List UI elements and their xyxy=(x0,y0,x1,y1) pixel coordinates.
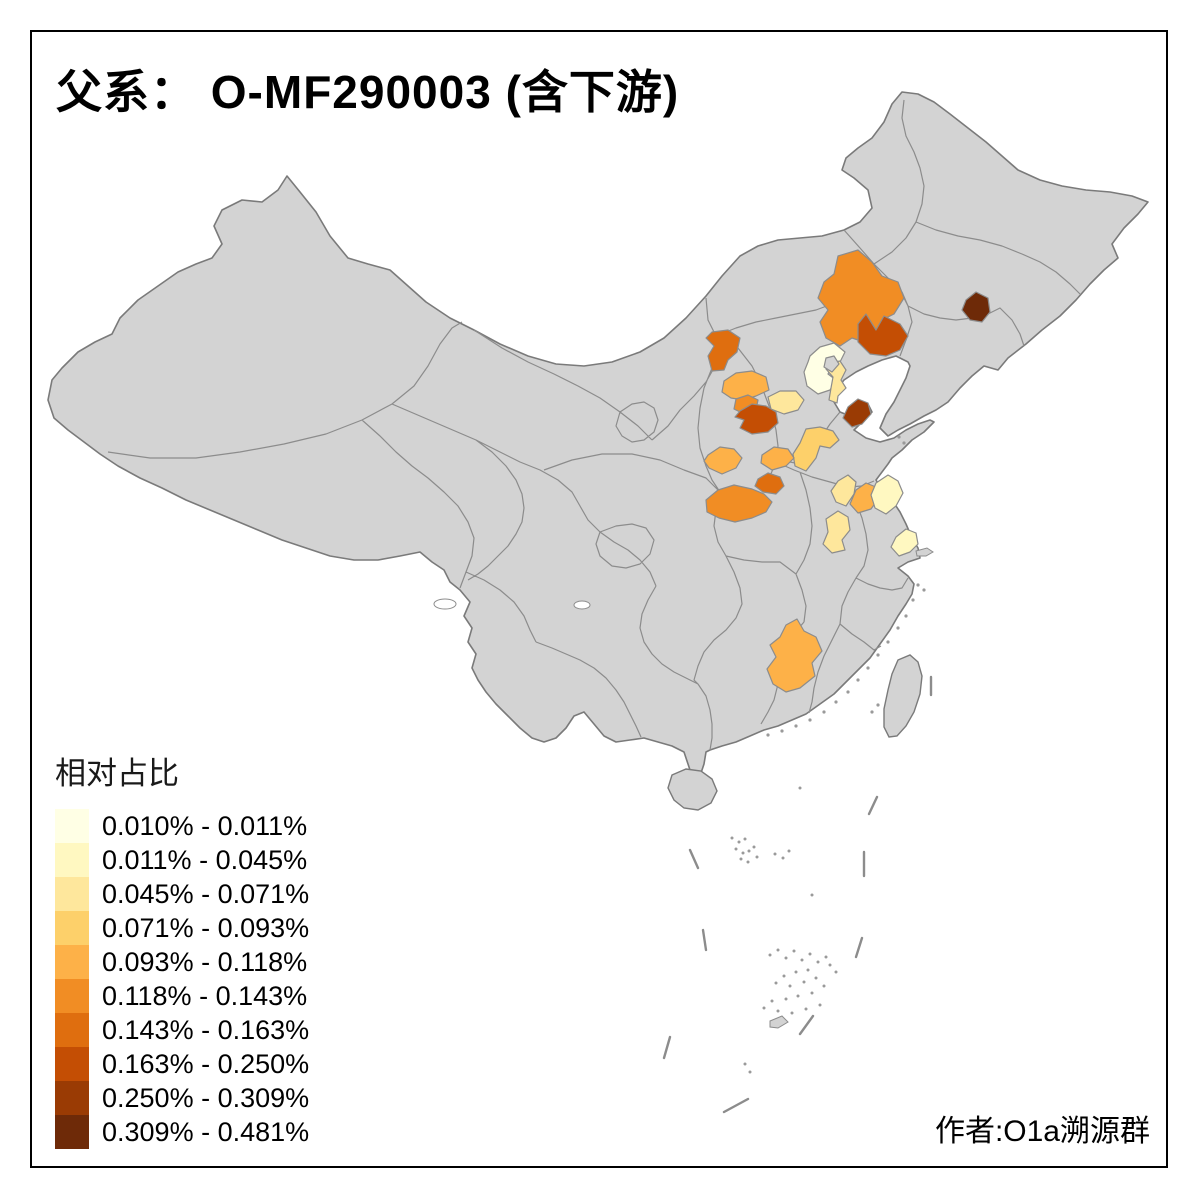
legend-row: 0.250% - 0.309% xyxy=(55,1081,309,1115)
legend-row: 0.143% - 0.163% xyxy=(55,1013,309,1047)
region-ganzhou xyxy=(766,618,823,693)
south-sea-islet xyxy=(769,1015,789,1029)
legend-row: 0.071% - 0.093% xyxy=(55,911,309,945)
legend-title: 相对占比 xyxy=(55,756,179,791)
region-jinzhong xyxy=(734,403,779,435)
region-datong xyxy=(705,329,741,372)
legend-swatch xyxy=(55,1013,89,1047)
page-title: 父系： O-MF290003 (含下游) xyxy=(56,66,680,118)
region-jinan xyxy=(792,426,840,472)
legend-swatch xyxy=(55,1047,89,1081)
legend-range-label: 0.309% - 0.481% xyxy=(102,1116,310,1147)
legend-row: 0.309% - 0.481% xyxy=(55,1115,309,1149)
legend-range-label: 0.118% - 0.143% xyxy=(102,980,308,1011)
attribution-text: 作者:O1a溯源群 xyxy=(934,1115,1150,1148)
region-shijiazhuang xyxy=(767,390,805,415)
legend-range-label: 0.071% - 0.093% xyxy=(102,912,310,943)
legend-range-label: 0.093% - 0.118% xyxy=(102,946,308,977)
legend: 相对占比 0.010% - 0.011% 0.011% - 0.045% 0.0… xyxy=(55,748,309,1149)
legend-range-label: 0.045% - 0.071% xyxy=(102,878,310,909)
region-xinxiang xyxy=(760,446,795,471)
beijing-inner-notch xyxy=(823,355,840,373)
legend-swatch xyxy=(55,911,89,945)
legend-swatch xyxy=(55,843,89,877)
legend-swatch xyxy=(55,979,89,1013)
region-yuncheng xyxy=(703,446,743,475)
legend-row: 0.011% - 0.045% xyxy=(55,843,309,877)
legend-row: 0.118% - 0.143% xyxy=(55,979,309,1013)
taiwan-island xyxy=(883,654,923,738)
region-huaibei xyxy=(822,510,851,554)
legend-swatch xyxy=(55,1081,89,1115)
coastal-island-dots xyxy=(766,435,926,737)
sea-boundary-dashes xyxy=(662,675,933,1114)
hainan-island xyxy=(667,768,718,811)
south-china-sea-island-dots xyxy=(730,786,838,1074)
legend-swatch xyxy=(55,809,89,843)
region-chaoyang xyxy=(857,313,909,357)
region-luoyang xyxy=(705,484,773,523)
legend-row: 0.010% - 0.011% xyxy=(55,809,309,843)
legend-row: 0.045% - 0.071% xyxy=(55,877,309,911)
region-fushun xyxy=(961,291,991,323)
legend-swatch xyxy=(55,945,89,979)
legend-range-label: 0.163% - 0.250% xyxy=(102,1048,310,1079)
legend-range-label: 0.010% - 0.011% xyxy=(102,810,308,841)
region-xinzhou xyxy=(721,370,770,401)
region-linyi xyxy=(830,474,857,507)
lake xyxy=(573,600,591,610)
chongming-island xyxy=(915,547,934,557)
legend-row: 0.093% - 0.118% xyxy=(55,945,309,979)
legend-swatch xyxy=(55,877,89,911)
region-dongying xyxy=(842,398,872,428)
lake xyxy=(433,598,457,610)
legend-row: 0.163% - 0.250% xyxy=(55,1047,309,1081)
legend-range-label: 0.143% - 0.163% xyxy=(102,1014,310,1045)
legend-range-label: 0.011% - 0.045% xyxy=(102,844,308,875)
region-suzhou-wuxi xyxy=(890,528,919,557)
region-zhengzhou xyxy=(754,472,785,495)
legend-swatch xyxy=(55,1115,89,1149)
region-lianyungang xyxy=(870,474,904,515)
china-mainland xyxy=(47,91,1149,777)
legend-range-label: 0.250% - 0.309% xyxy=(102,1082,310,1113)
